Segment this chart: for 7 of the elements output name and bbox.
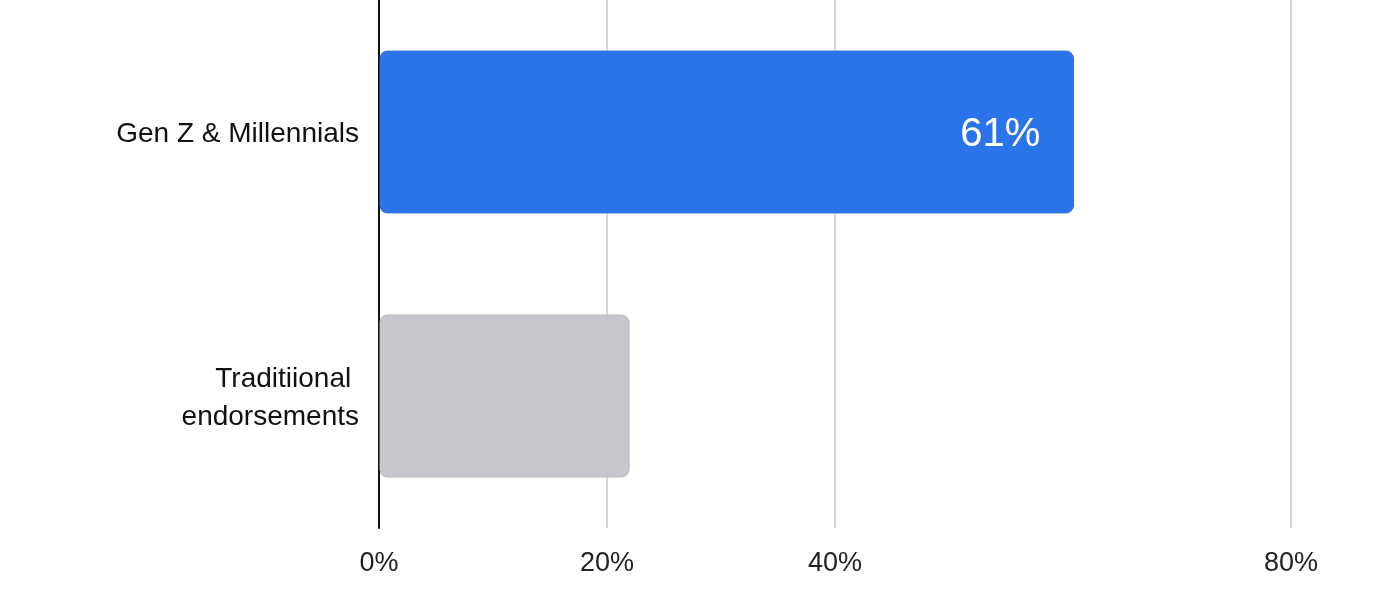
- y-tick-label: Traditiional endorsements: [181, 361, 359, 431]
- x-tick-label: 40%: [807, 546, 863, 577]
- x-tick-label: 20%: [579, 546, 635, 577]
- x-tick-label: 80%: [1263, 546, 1319, 577]
- data-label: 61%: [960, 110, 1041, 154]
- x-tick-label: 0%: [359, 546, 399, 577]
- y-tick-label: Gen Z & Millennials: [116, 116, 359, 148]
